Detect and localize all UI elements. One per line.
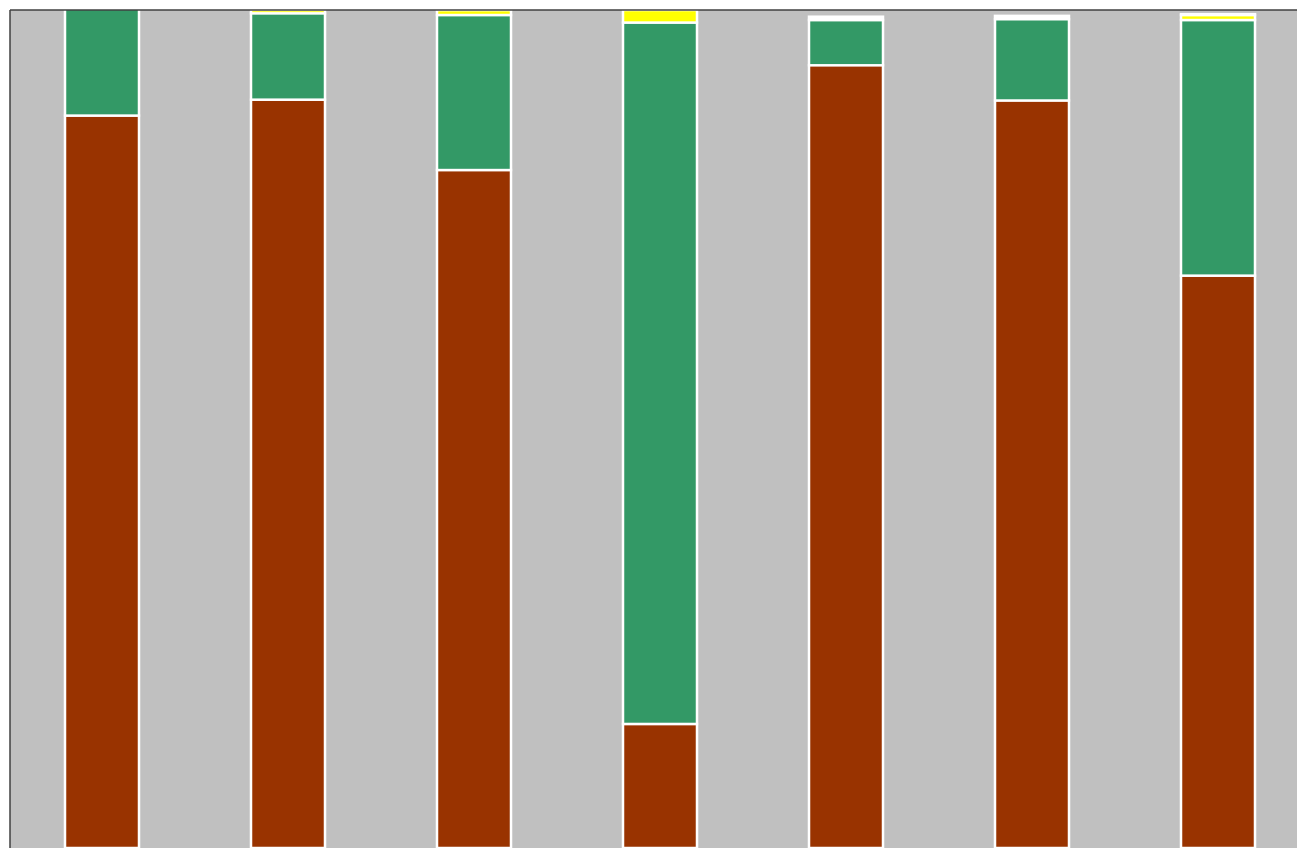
bar-segment-5-series-1 <box>807 64 885 848</box>
bar-segment-2-series-2 <box>249 12 327 101</box>
bar-segment-4-series-3 <box>621 8 699 24</box>
bar-segment-5-series-2 <box>807 18 885 67</box>
bar-segment-7-series-4 <box>1179 12 1257 17</box>
bar-segment-7-series-1 <box>1179 274 1257 848</box>
bar-segment-4-series-2 <box>621 21 699 726</box>
bar-segment-1-series-1 <box>63 114 141 848</box>
bar-segment-3-series-2 <box>435 13 513 172</box>
bar-segment-5-series-4 <box>807 15 885 22</box>
bar-segment-3-series-1 <box>435 168 513 848</box>
bar-segment-6-series-1 <box>993 99 1071 848</box>
bar-segment-6-series-4 <box>993 14 1071 21</box>
bar-segment-1-series-4 <box>63 4 141 11</box>
bar-segment-7-series-2 <box>1179 18 1257 277</box>
bar-segment-6-series-2 <box>993 17 1071 102</box>
bar-segment-2-series-1 <box>249 98 327 848</box>
bar-segment-1-series-2 <box>63 7 141 117</box>
bar-segment-4-series-1 <box>621 722 699 848</box>
